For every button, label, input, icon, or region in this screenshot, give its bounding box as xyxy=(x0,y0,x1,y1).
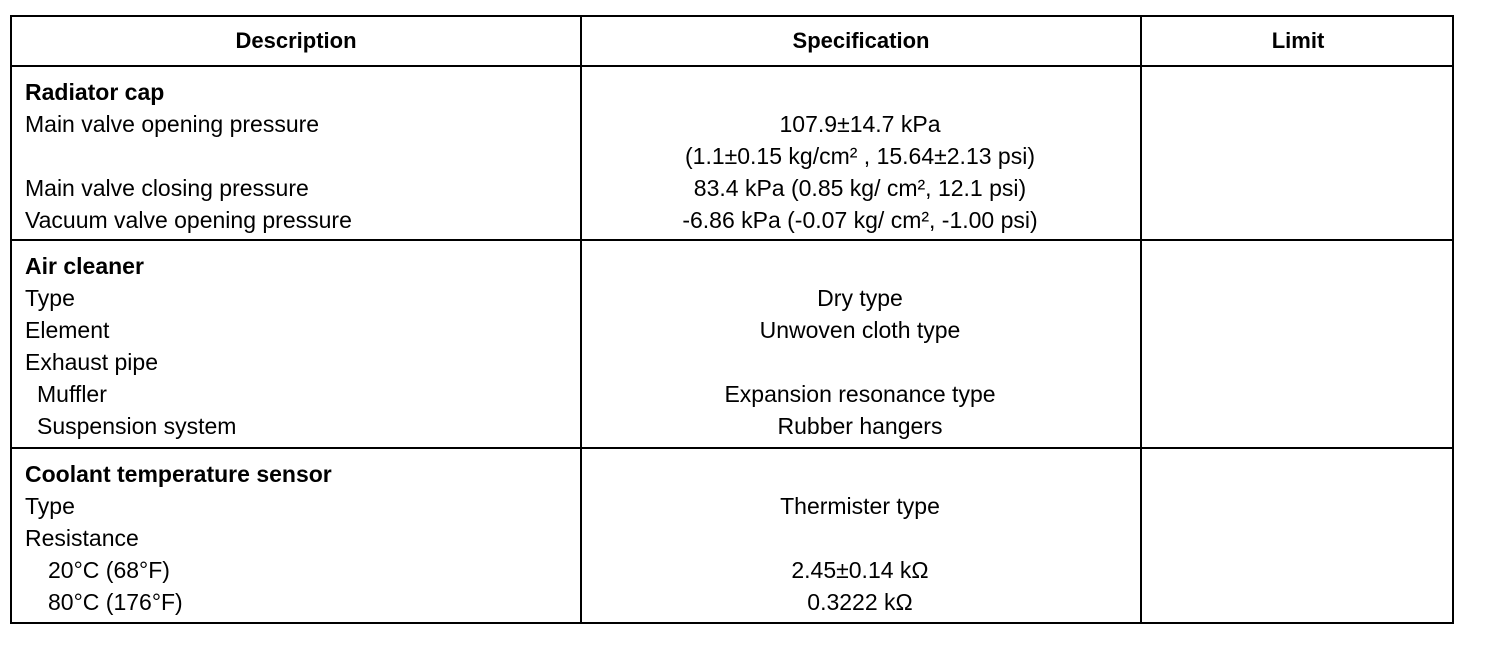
row-spec: Thermister type xyxy=(780,493,940,519)
row-label: 20°C (68°F) xyxy=(48,557,170,583)
specification-cell: Dry type Unwoven cloth type Expansion re… xyxy=(580,241,1138,447)
row-label: 80°C (176°F) xyxy=(48,589,183,615)
row-label: Type xyxy=(25,493,75,519)
section-title: Air cleaner xyxy=(25,253,144,279)
spec-table: Description Specification Limit Radiator… xyxy=(10,15,1454,624)
specification-cell: Thermister type 2.45±0.14 kΩ 0.3222 kΩ xyxy=(580,449,1138,624)
row-spec: 83.4 kPa (0.85 kg/ cm², 12.1 psi) xyxy=(693,175,1027,201)
row-label: Main valve opening pressure xyxy=(25,111,320,137)
header-row: Description Specification Limit xyxy=(12,17,1452,65)
header-cell: Limit xyxy=(1140,17,1454,65)
row-spec: Unwoven cloth type xyxy=(759,317,961,343)
section-title: Coolant temperature sensor xyxy=(25,461,332,487)
limit-cell xyxy=(1140,67,1454,239)
row-label: Type xyxy=(25,285,75,311)
section: Air cleaner Type Element Exhaust pipe Mu… xyxy=(12,239,1452,447)
row-spec: Rubber hangers xyxy=(777,413,943,439)
row-spec: Dry type xyxy=(817,285,903,311)
header-cell: Specification xyxy=(580,17,1140,65)
section: Radiator cap Main valve opening pressure… xyxy=(12,65,1452,239)
row-spec: 2.45±0.14 kΩ xyxy=(791,557,929,583)
row-label: Suspension system xyxy=(37,413,237,439)
row-label: Exhaust pipe xyxy=(25,349,158,375)
row-label: Vacuum valve opening pressure xyxy=(25,207,352,233)
row-label: Element xyxy=(25,317,110,343)
row-spec: -6.86 kPa (-0.07 kg/ cm², -1.00 psi) xyxy=(682,207,1038,233)
row-spec: (1.1±0.15 kg/cm² , 15.64±2.13 psi) xyxy=(685,143,1035,169)
description-cell: Coolant temperature sensor Type Resistan… xyxy=(12,449,580,624)
row-label: Resistance xyxy=(25,525,139,551)
row-spec: 107.9±14.7 kPa xyxy=(779,111,941,137)
description-cell: Radiator cap Main valve opening pressure… xyxy=(12,67,580,239)
limit-cell xyxy=(1140,241,1454,447)
row-label: Muffler xyxy=(37,381,107,407)
header-cell: Description xyxy=(235,28,357,53)
row-spec: 0.3222 kΩ xyxy=(807,589,913,615)
section: Coolant temperature sensor Type Resistan… xyxy=(12,447,1452,624)
section-title: Radiator cap xyxy=(25,79,165,105)
limit-cell xyxy=(1140,449,1454,624)
specification-cell: 107.9±14.7 kPa (1.1±0.15 kg/cm² , 15.64±… xyxy=(580,67,1138,239)
description-cell: Air cleaner Type Element Exhaust pipe Mu… xyxy=(12,241,580,447)
row-spec: Expansion resonance type xyxy=(724,381,996,407)
row-label: Main valve closing pressure xyxy=(25,175,309,201)
